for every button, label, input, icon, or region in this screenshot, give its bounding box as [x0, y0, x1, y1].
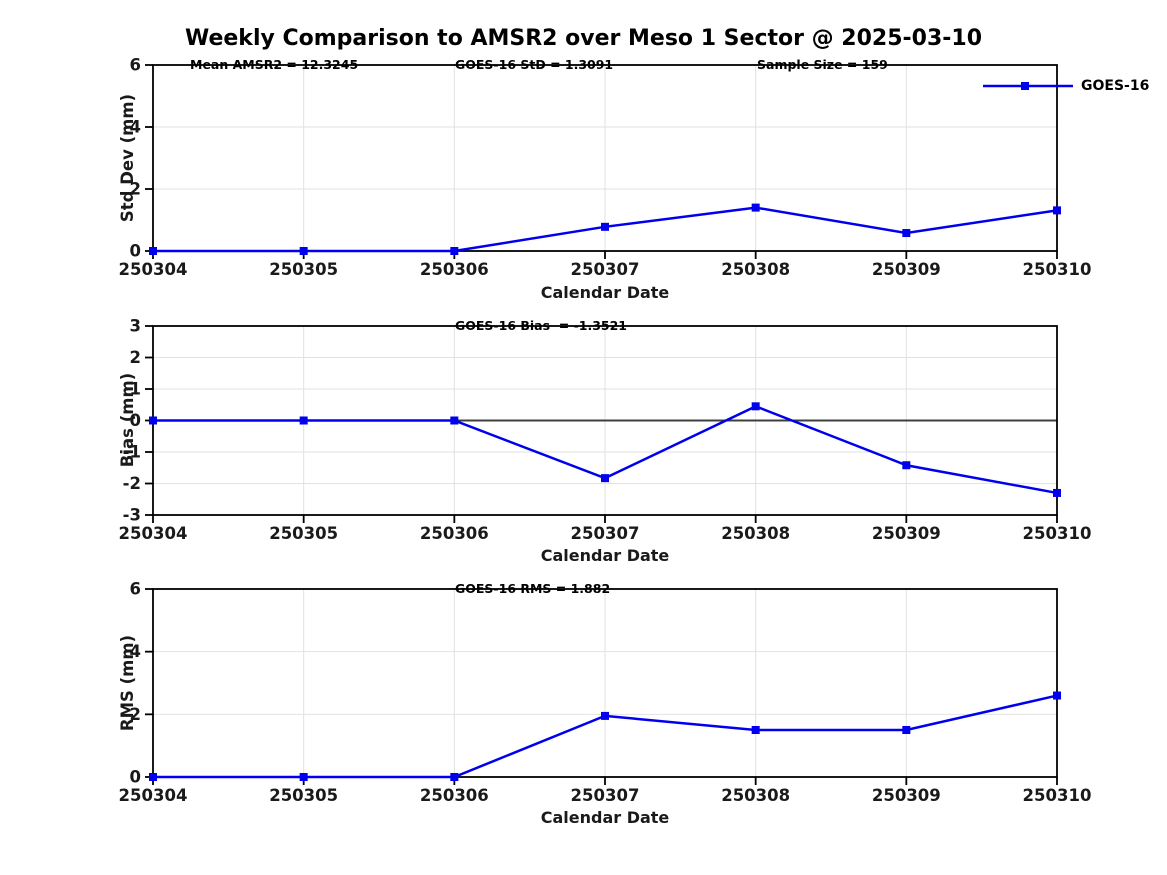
xlabel-stddev: Calendar Date	[540, 283, 670, 302]
data-point-marker	[1053, 691, 1061, 700]
y-tick-label: 2	[130, 705, 141, 724]
x-tick-label: 250305	[269, 786, 338, 805]
x-tick-label: 250308	[721, 786, 790, 805]
x-tick-label: 250307	[571, 524, 640, 543]
x-tick-label: 250308	[721, 524, 790, 543]
y-tick-label: 2	[130, 180, 141, 199]
x-tick-label: 250310	[1023, 260, 1092, 279]
x-tick-label: 250306	[420, 524, 489, 543]
data-point-marker	[149, 416, 157, 425]
x-tick-label: 250308	[721, 260, 790, 279]
x-tick-label: 250310	[1023, 786, 1092, 805]
ylabel-stddev: Std Dev (mm)	[117, 93, 137, 223]
x-tick-label: 250305	[269, 524, 338, 543]
x-tick-label: 250309	[872, 260, 941, 279]
data-point-marker	[299, 773, 308, 781]
y-tick-label: 6	[130, 56, 141, 75]
data-point-marker	[149, 247, 157, 255]
y-tick-label: -3	[123, 506, 141, 525]
data-point-marker	[299, 247, 308, 255]
annotation-sample-size: Sample Size = 159	[757, 57, 888, 72]
x-tick-label: 250309	[872, 524, 941, 543]
annotation-mean-amsr2: Mean AMSR2 = 12.3245	[190, 57, 359, 72]
x-tick-label: 250304	[119, 786, 188, 805]
x-tick-label: 250307	[571, 260, 640, 279]
legend: GOES-16	[983, 78, 1149, 94]
y-tick-label: 3	[130, 317, 141, 336]
data-point-marker	[601, 222, 609, 231]
x-tick-label: 250305	[269, 260, 338, 279]
y-tick-label: 4	[130, 642, 141, 661]
x-tick-label: 250309	[872, 786, 941, 805]
data-point-marker	[902, 726, 911, 734]
x-tick-label: 250310	[1023, 524, 1092, 543]
x-tick-label: 250304	[119, 524, 188, 543]
xlabel-rms: Calendar Date	[540, 808, 670, 827]
annotation-goes16-bias: GOES-16 Bias = -1.3521	[455, 318, 628, 333]
ylabel-rms: RMS (mm)	[117, 634, 137, 732]
data-point-marker	[1053, 488, 1061, 497]
ylabel-bias: Bias (mm)	[117, 372, 137, 468]
data-point-marker	[751, 203, 760, 212]
data-point-marker	[149, 773, 157, 781]
annotation-goes16-std: GOES-16 StD = 1.3091	[455, 57, 614, 72]
data-point-marker	[450, 247, 459, 255]
y-tick-label: 6	[130, 580, 141, 599]
y-tick-label: 2	[130, 348, 141, 367]
y-tick-label: -2	[123, 474, 141, 493]
data-point-marker	[450, 416, 459, 425]
legend-label: GOES-16	[1081, 78, 1150, 94]
x-tick-label: 250307	[571, 786, 640, 805]
y-tick-label: 0	[130, 242, 141, 261]
data-point-marker	[902, 461, 911, 470]
data-point-marker	[751, 726, 760, 734]
y-tick-label: -1	[123, 443, 141, 462]
y-tick-label: 1	[130, 380, 141, 399]
data-point-marker	[601, 474, 609, 483]
y-tick-label: 0	[130, 768, 141, 787]
annotation-goes16-rms: GOES-16 RMS = 1.882	[455, 581, 611, 596]
x-tick-label: 250304	[119, 260, 188, 279]
data-point-marker	[450, 773, 459, 781]
y-tick-label: 4	[130, 118, 141, 137]
xlabel-bias: Calendar Date	[540, 546, 670, 565]
data-point-marker	[902, 229, 911, 238]
data-point-marker	[299, 416, 308, 425]
chart-title: Weekly Comparison to AMSR2 over Meso 1 S…	[184, 26, 983, 51]
legend-line-sample-icon	[983, 82, 1073, 90]
data-point-marker	[601, 711, 609, 720]
data-point-marker	[1053, 206, 1061, 215]
x-tick-label: 250306	[420, 786, 489, 805]
x-tick-label: 250306	[420, 260, 489, 279]
y-tick-label: 0	[130, 411, 141, 430]
data-point-marker	[751, 402, 760, 411]
